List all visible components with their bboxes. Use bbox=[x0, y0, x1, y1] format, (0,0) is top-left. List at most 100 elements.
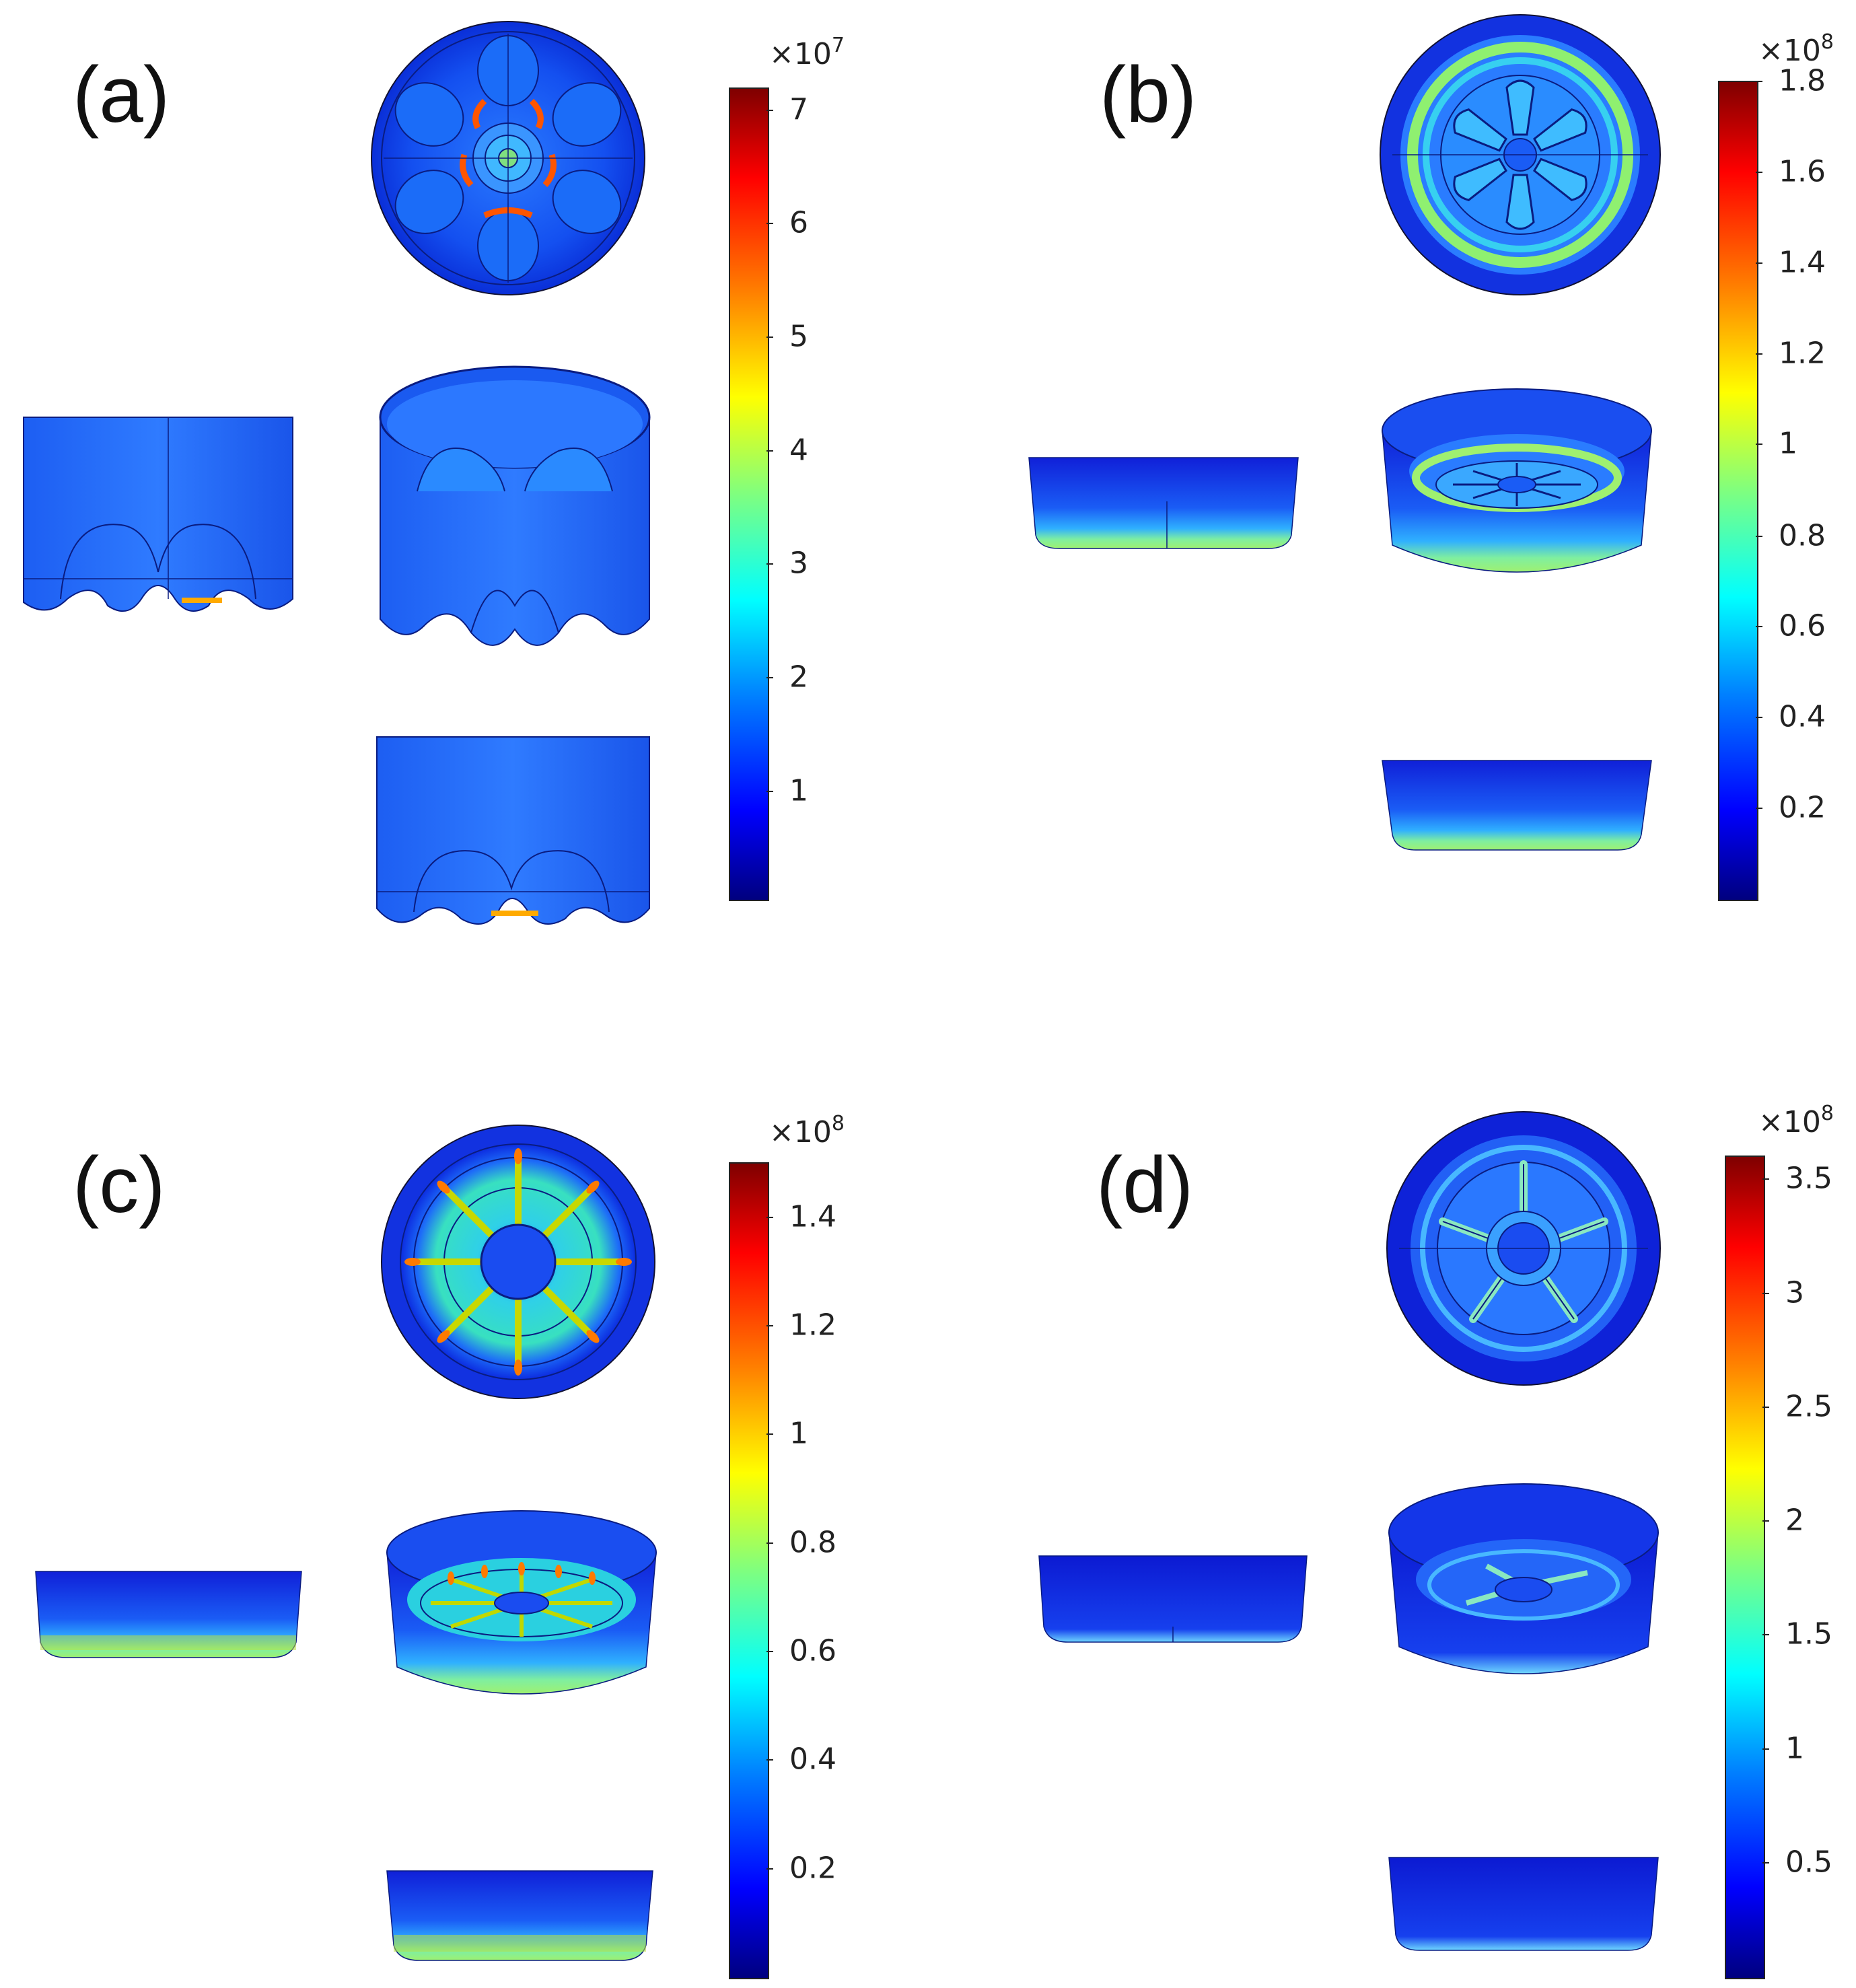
front-view bbox=[1379, 757, 1655, 855]
colorbar-multiplier: ×107 bbox=[769, 34, 845, 71]
colorbar-tick-label: 0.8 bbox=[1779, 518, 1826, 553]
side-view bbox=[32, 1568, 305, 1662]
colorbar-tick bbox=[766, 1325, 773, 1326]
colorbar-tick-label: 0.4 bbox=[1779, 699, 1826, 734]
colorbar-tick bbox=[766, 223, 773, 225]
colorbar-tick-label: 2 bbox=[789, 660, 808, 695]
colorbar-multiplier: ×108 bbox=[1758, 30, 1834, 68]
colorbar-tick bbox=[1756, 717, 1762, 719]
colorbar bbox=[1718, 81, 1758, 901]
colorbar-tick bbox=[766, 1217, 773, 1219]
top-view bbox=[1379, 13, 1662, 296]
colorbar-tick bbox=[766, 677, 773, 679]
colorbar-tick-label: 1.6 bbox=[1779, 154, 1826, 189]
top-view bbox=[380, 1124, 656, 1400]
colorbar-tick-label: 3 bbox=[789, 546, 808, 581]
multiplier-base: ×10 bbox=[769, 1115, 832, 1149]
colorbar-tick bbox=[766, 1542, 773, 1545]
colorbar-tick bbox=[1762, 1292, 1769, 1294]
multiplier-base: ×10 bbox=[769, 37, 832, 71]
iso-view bbox=[384, 1505, 659, 1707]
colorbar-tick bbox=[1762, 1178, 1769, 1180]
colorbar-tick-label: 1.4 bbox=[789, 1199, 836, 1234]
top-view bbox=[370, 20, 646, 296]
colorbar-tick bbox=[766, 1759, 773, 1761]
colorbar-tick bbox=[766, 450, 773, 452]
colorbar-tick bbox=[766, 1651, 773, 1652]
side-view bbox=[20, 411, 296, 619]
front-view bbox=[384, 1868, 656, 1965]
colorbar-ticks: 3.5 3 2.5 2 1.5 1 0.5 bbox=[1725, 1156, 1856, 1977]
panel-d: (d) bbox=[928, 994, 1856, 1988]
colorbar-tick-label: 0.2 bbox=[1779, 790, 1826, 825]
colorbar-tick-label: 0.4 bbox=[789, 1742, 836, 1777]
colorbar-tick-label: 4 bbox=[789, 433, 808, 468]
colorbar-tick bbox=[766, 109, 773, 111]
colorbar-tick bbox=[766, 790, 773, 792]
colorbar-tick-label: 2 bbox=[1785, 1503, 1804, 1538]
colorbar-tick-label: 1 bbox=[1779, 426, 1797, 461]
panel-label: (d) bbox=[1096, 1141, 1194, 1230]
colorbar-tick bbox=[1762, 1748, 1769, 1750]
colorbar-tick bbox=[1762, 1520, 1769, 1522]
colorbar-tick bbox=[1756, 535, 1762, 537]
multiplier-base: ×10 bbox=[1758, 1105, 1821, 1139]
colorbar-tick bbox=[1756, 81, 1762, 82]
colorbar-tick bbox=[766, 1868, 773, 1870]
colorbar-tick-label: 0.6 bbox=[789, 1633, 836, 1668]
colorbar-tick bbox=[1762, 1634, 1769, 1636]
colorbar-ticks: 7 6 5 4 3 2 1 bbox=[729, 87, 863, 898]
colorbar-tick-label: 3 bbox=[1785, 1275, 1804, 1310]
colorbar-tick bbox=[766, 336, 773, 338]
iso-view bbox=[1379, 384, 1655, 585]
panel-a: (a) bbox=[0, 0, 928, 994]
multiplier-exponent: 7 bbox=[831, 34, 845, 57]
colorbar-tick-label: 1.5 bbox=[1785, 1617, 1832, 1652]
colorbar-tick-label: 1.2 bbox=[789, 1308, 836, 1343]
front-view bbox=[373, 730, 653, 932]
colorbar-tick-label: 1.2 bbox=[1779, 336, 1826, 371]
multiplier-exponent: 8 bbox=[831, 1112, 845, 1135]
panel-b: (b) bbox=[928, 0, 1856, 994]
colorbar-tick-label: 0.8 bbox=[789, 1525, 836, 1560]
iso-view bbox=[377, 363, 653, 653]
colorbar-tick bbox=[1756, 626, 1762, 628]
colorbar-tick bbox=[1762, 1407, 1769, 1409]
colorbar-tick-label: 7 bbox=[789, 92, 808, 127]
colorbar-tick-label: 1.8 bbox=[1779, 63, 1826, 98]
colorbar-tick bbox=[766, 1433, 773, 1435]
colorbar-tick-label: 5 bbox=[789, 319, 808, 354]
colorbar-tick-label: 1 bbox=[1785, 1731, 1804, 1766]
colorbar-ticks: 1.8 1.6 1.4 1.2 1 0.8 0.6 0.4 0.2 bbox=[1718, 64, 1853, 898]
panel-label: (c) bbox=[73, 1141, 166, 1230]
front-view bbox=[1386, 1854, 1662, 1955]
colorbar-tick-label: 2.5 bbox=[1785, 1389, 1832, 1424]
colorbar-tick-label: 0.2 bbox=[789, 1851, 836, 1886]
panel-c: (c) bbox=[0, 994, 928, 1988]
colorbar-tick-label: 1.4 bbox=[1779, 245, 1826, 280]
colorbar-tick-label: 3.5 bbox=[1785, 1161, 1832, 1196]
multiplier-exponent: 8 bbox=[1820, 30, 1834, 54]
colorbar-multiplier: ×108 bbox=[1758, 1102, 1834, 1139]
iso-view bbox=[1386, 1479, 1662, 1687]
colorbar-tick-label: 1 bbox=[789, 773, 808, 808]
colorbar-tick-label: 6 bbox=[789, 205, 808, 240]
colorbar-tick-label: 1 bbox=[789, 1416, 808, 1451]
colorbar-ticks: 1.4 1.2 1 0.8 0.6 0.4 0.2 bbox=[729, 1162, 863, 1977]
colorbar bbox=[1725, 1156, 1765, 1979]
colorbar-tick-label: 0.6 bbox=[1779, 608, 1826, 643]
colorbar-tick bbox=[1756, 808, 1762, 810]
colorbar-tick bbox=[1756, 171, 1762, 173]
colorbar-tick bbox=[1756, 443, 1762, 446]
colorbar-multiplier: ×108 bbox=[769, 1112, 845, 1149]
colorbar-tick bbox=[1762, 1862, 1769, 1864]
colorbar-tick-label: 0.5 bbox=[1785, 1845, 1832, 1880]
colorbar-tick bbox=[766, 563, 773, 565]
panel-label: (a) bbox=[73, 50, 170, 139]
colorbar bbox=[729, 87, 769, 901]
multiplier-base: ×10 bbox=[1758, 34, 1821, 68]
multiplier-exponent: 8 bbox=[1820, 1102, 1834, 1125]
colorbar-tick bbox=[1756, 262, 1762, 264]
colorbar bbox=[729, 1162, 769, 1979]
colorbar-tick bbox=[1756, 353, 1762, 355]
